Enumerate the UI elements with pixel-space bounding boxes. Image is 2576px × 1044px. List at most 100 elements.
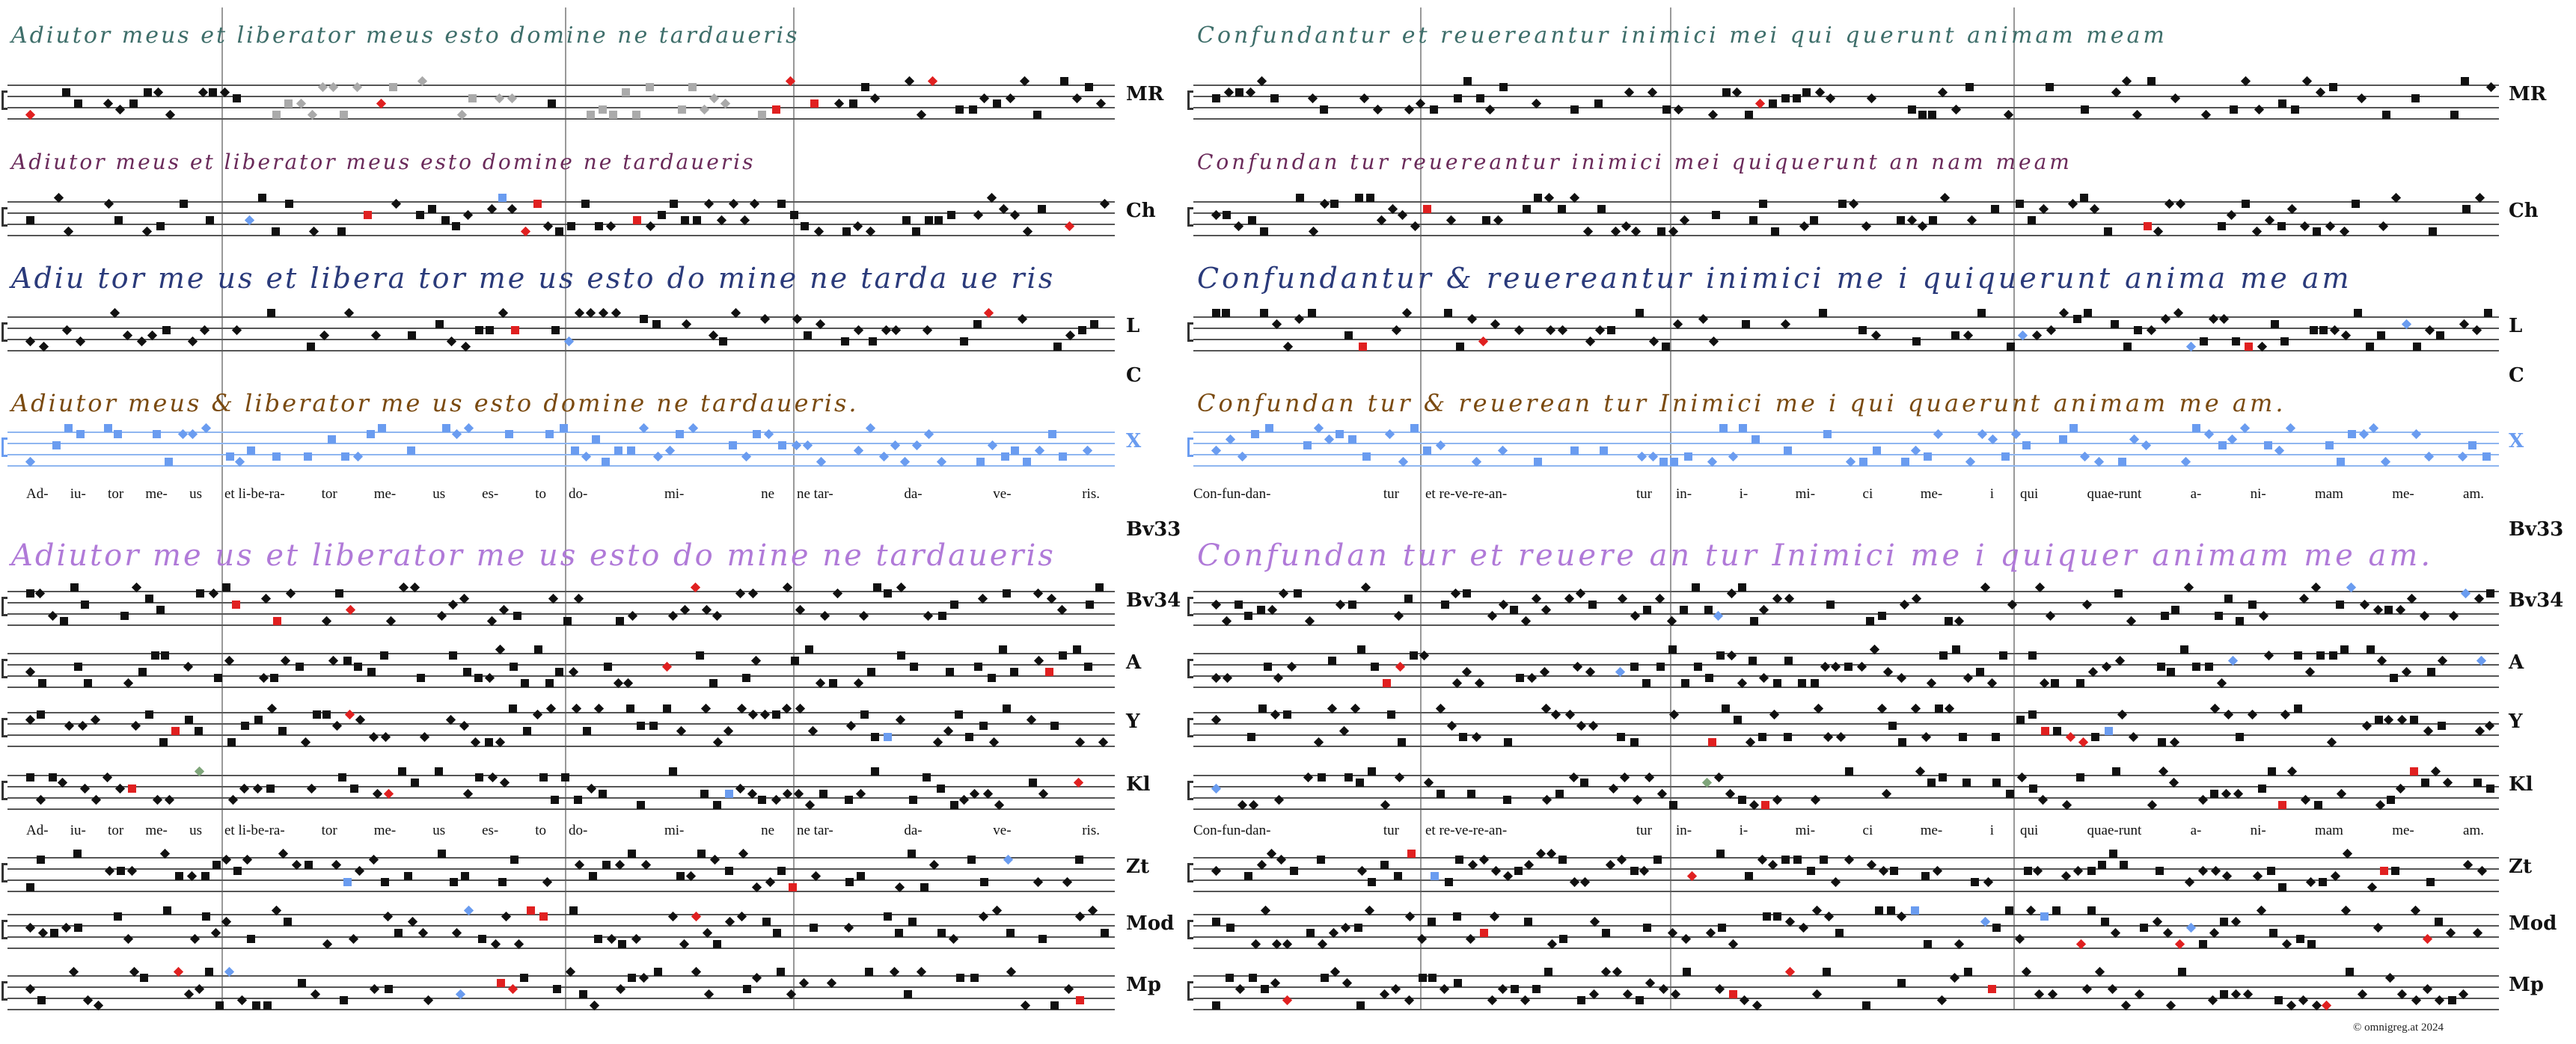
neume bbox=[1523, 918, 1532, 926]
neume bbox=[958, 794, 970, 805]
neume bbox=[1502, 795, 1511, 804]
neume bbox=[1739, 424, 1748, 432]
neume bbox=[1335, 599, 1346, 609]
neume bbox=[1514, 866, 1523, 875]
neume bbox=[236, 995, 248, 1005]
neume bbox=[526, 906, 535, 915]
neume bbox=[1395, 661, 1405, 672]
neume bbox=[1917, 221, 1927, 231]
lyric-syllable: to bbox=[535, 486, 546, 502]
neume bbox=[974, 662, 983, 671]
neume bbox=[1877, 611, 1886, 620]
neume bbox=[1977, 429, 1988, 439]
neume bbox=[2299, 221, 2310, 231]
lyric-syllable: us bbox=[432, 823, 446, 838]
neume bbox=[73, 850, 82, 858]
neume bbox=[923, 610, 933, 621]
neume bbox=[337, 227, 346, 236]
neume bbox=[2045, 610, 2055, 621]
neume bbox=[1307, 309, 1316, 317]
lyric-syllable: in- bbox=[1676, 486, 1692, 502]
neume bbox=[2058, 435, 2067, 443]
neume bbox=[688, 82, 697, 91]
staff-line bbox=[7, 664, 1115, 666]
neume bbox=[1704, 673, 1713, 682]
neume bbox=[1330, 199, 1339, 208]
neume bbox=[1075, 911, 1086, 921]
neume bbox=[497, 979, 506, 987]
c-clef-icon bbox=[1, 322, 7, 342]
copyright: © omnigreg.at 2024 bbox=[2353, 1022, 2444, 1034]
neume bbox=[232, 325, 242, 335]
neume bbox=[602, 458, 611, 466]
neume bbox=[1823, 731, 1834, 742]
staff-line bbox=[7, 224, 1115, 225]
neume bbox=[1000, 452, 1009, 461]
neume bbox=[1533, 458, 1542, 466]
lyrics-segment: et re-ve-re-an-tur bbox=[1425, 486, 1652, 509]
staff-line bbox=[7, 602, 1115, 604]
neume bbox=[123, 933, 133, 944]
neume bbox=[872, 583, 881, 592]
neume bbox=[1711, 210, 1720, 219]
neume bbox=[2029, 784, 2038, 793]
neume bbox=[1600, 446, 1609, 455]
row-label-a: A bbox=[2509, 651, 2524, 674]
neume bbox=[563, 617, 572, 625]
neume bbox=[2104, 227, 2113, 236]
neume bbox=[1642, 679, 1650, 687]
neume bbox=[765, 876, 775, 887]
neume bbox=[1716, 651, 1725, 660]
neume bbox=[1662, 105, 1671, 114]
neume bbox=[1608, 783, 1618, 793]
lyric-syllable: da- bbox=[904, 486, 923, 502]
neume bbox=[184, 716, 193, 724]
neume bbox=[742, 984, 751, 993]
neume bbox=[1648, 336, 1659, 346]
neume bbox=[534, 645, 543, 654]
neume bbox=[1749, 617, 1758, 625]
neume bbox=[2076, 679, 2085, 687]
neume bbox=[283, 918, 292, 926]
neume bbox=[419, 731, 430, 742]
neume bbox=[1951, 331, 1959, 340]
staff-line bbox=[7, 998, 1115, 999]
neume bbox=[389, 82, 398, 91]
neume bbox=[25, 922, 36, 933]
neume bbox=[566, 221, 575, 230]
neume bbox=[1463, 77, 1472, 85]
neume bbox=[1897, 738, 1906, 746]
neume bbox=[2141, 440, 2152, 450]
neume bbox=[1819, 855, 1828, 864]
neume bbox=[920, 883, 928, 891]
neume bbox=[2476, 865, 2487, 876]
neume bbox=[1630, 662, 1639, 671]
neume bbox=[592, 435, 601, 443]
neume bbox=[1003, 854, 1014, 865]
neume bbox=[103, 772, 113, 782]
neume bbox=[1466, 933, 1476, 944]
neume bbox=[1559, 934, 1568, 943]
neume bbox=[1896, 216, 1905, 224]
neume bbox=[627, 610, 637, 621]
neume bbox=[1867, 93, 1877, 103]
neume bbox=[2007, 343, 2016, 351]
neume bbox=[1653, 855, 1662, 864]
barline bbox=[221, 7, 223, 1010]
neume bbox=[2192, 662, 2201, 671]
neume bbox=[881, 325, 891, 335]
neume bbox=[1558, 855, 1567, 864]
neume bbox=[1515, 673, 1524, 682]
staff-line bbox=[7, 591, 1115, 592]
neume bbox=[1365, 194, 1374, 202]
neume bbox=[410, 779, 419, 787]
neume bbox=[1773, 912, 1782, 921]
neume bbox=[2236, 617, 2245, 625]
neume bbox=[2271, 320, 2280, 328]
neume bbox=[658, 210, 667, 219]
neume bbox=[2307, 940, 2316, 948]
neume bbox=[1212, 309, 1220, 317]
lyrics-segment: Con-fun-dan-tur bbox=[1193, 823, 1399, 845]
neume bbox=[2280, 709, 2290, 719]
neume bbox=[1504, 738, 1513, 746]
